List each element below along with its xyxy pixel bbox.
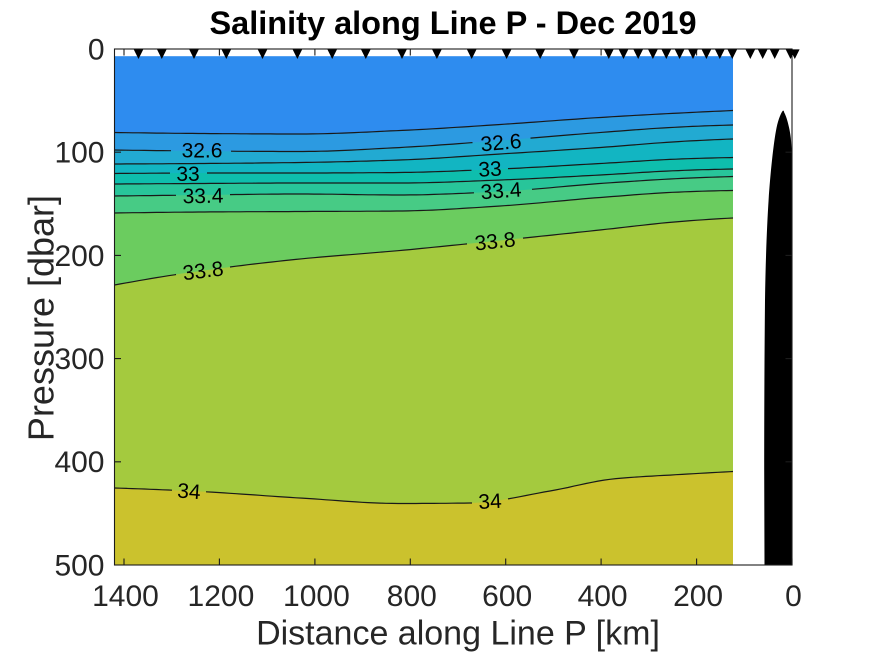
svg-text:400: 400	[54, 446, 104, 479]
svg-text:33.4: 33.4	[480, 178, 523, 204]
svg-text:34: 34	[478, 490, 503, 514]
svg-text:32.6: 32.6	[182, 140, 223, 163]
svg-text:33.4: 33.4	[182, 185, 224, 209]
svg-text:Distance along Line P [km]: Distance along Line P [km]	[256, 615, 660, 653]
svg-text:600: 600	[482, 580, 532, 613]
svg-text:0: 0	[88, 33, 105, 66]
svg-text:0: 0	[785, 580, 802, 613]
svg-text:33.8: 33.8	[181, 257, 224, 285]
svg-text:34: 34	[176, 480, 201, 505]
svg-text:1000: 1000	[283, 580, 350, 613]
svg-text:300: 300	[54, 343, 104, 376]
svg-text:100: 100	[54, 137, 104, 170]
svg-text:33: 33	[478, 158, 503, 182]
svg-text:Salinity along Line P - Dec 20: Salinity along Line P - Dec 2019	[209, 5, 696, 41]
svg-text:1200: 1200	[188, 580, 255, 613]
svg-text:200: 200	[54, 240, 104, 273]
svg-text:32.6: 32.6	[480, 130, 523, 156]
svg-text:33: 33	[176, 163, 199, 186]
svg-text:800: 800	[387, 580, 437, 613]
svg-text:200: 200	[673, 580, 723, 613]
svg-text:1400: 1400	[92, 580, 159, 613]
svg-text:33.8: 33.8	[474, 228, 517, 255]
svg-text:500: 500	[54, 549, 104, 582]
svg-text:400: 400	[578, 580, 628, 613]
svg-text:Pressure [dbar]: Pressure [dbar]	[21, 195, 62, 441]
